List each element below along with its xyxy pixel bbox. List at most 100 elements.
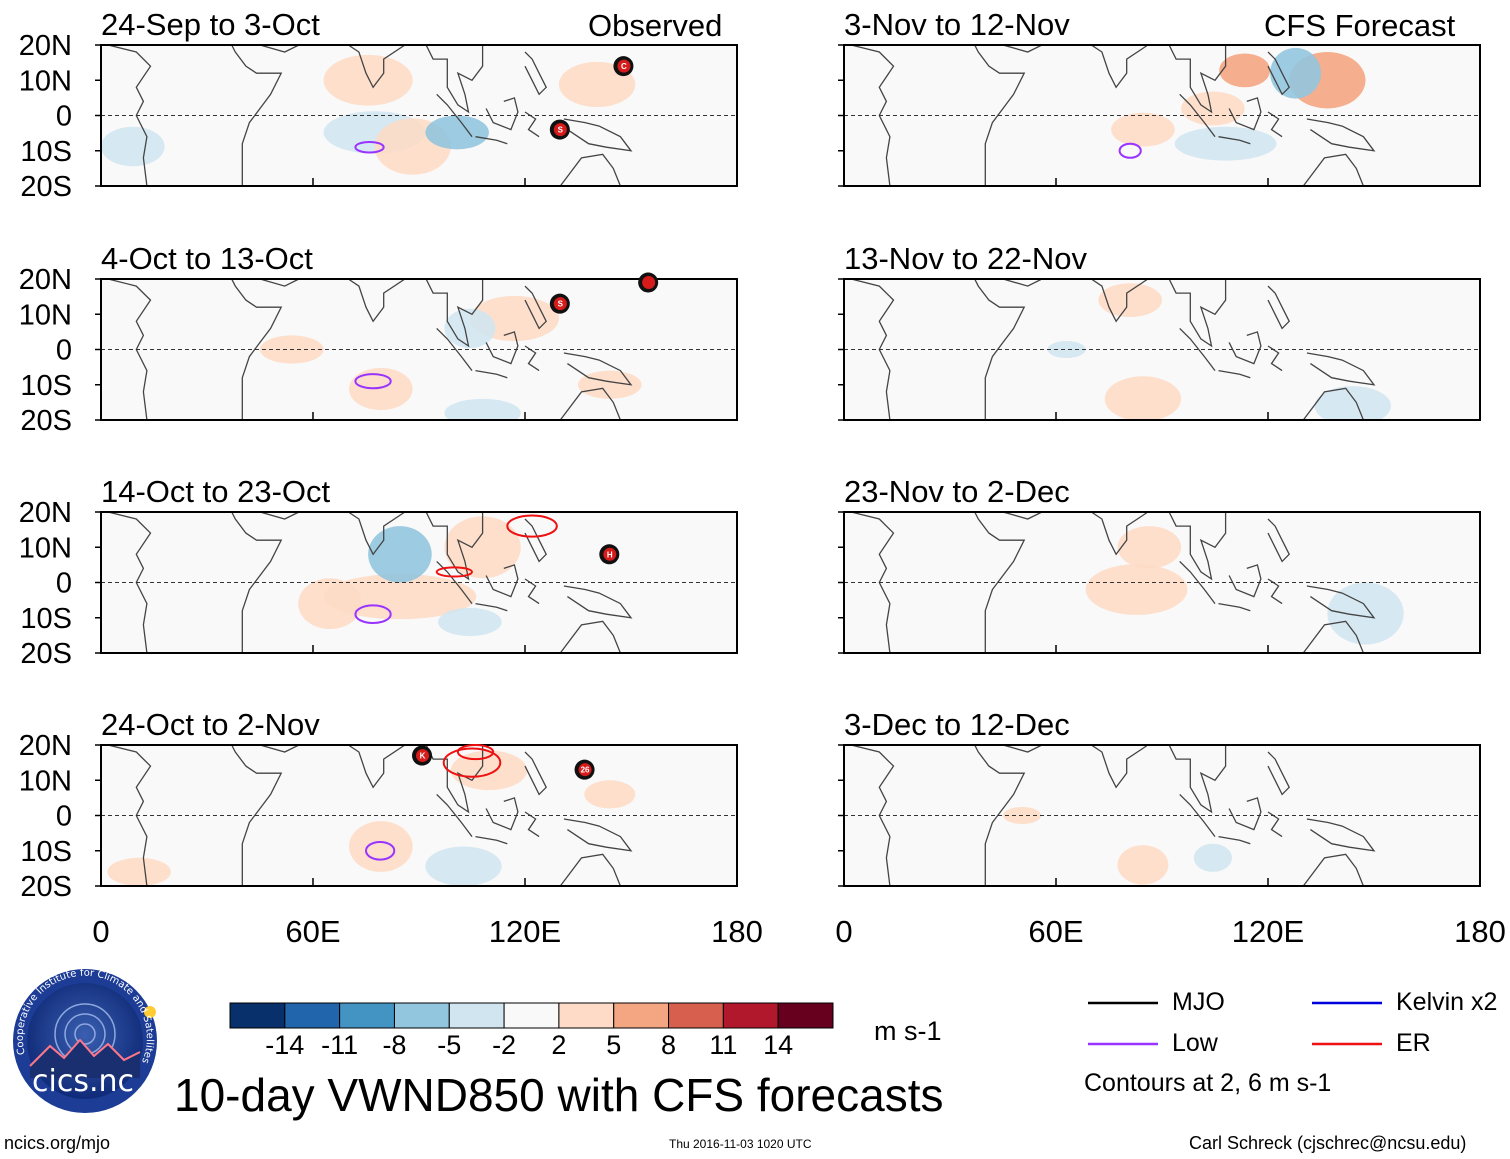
coastline [485,97,519,131]
anomaly-blob [450,750,528,791]
coastline [563,118,633,152]
low-contour [354,604,392,625]
y-tick-label: 10N [19,532,72,564]
coastline [475,835,508,845]
storm-marker: H [599,544,620,565]
coastline [559,387,622,420]
storm-core [603,547,617,561]
coastline [563,585,633,619]
coastline [1302,620,1365,653]
cics-logo: Cooperative Institute for Climate and Sa… [12,968,158,1114]
y-tick-label: 10S [20,603,72,635]
anomaly-blob [1117,845,1169,885]
coastline [1267,51,1290,96]
anomaly-blob [1193,843,1232,872]
low-contour [354,140,385,154]
coastline [1228,564,1262,598]
observed-label: Observed [588,8,723,43]
coastline [1179,93,1216,138]
y-tick-label: 20N [19,730,72,762]
storm-marker: S [549,119,570,140]
coastline [231,512,283,653]
storm-label: S [558,126,564,135]
y-tick-label: 0 [56,801,72,833]
anomaly-blob [438,607,502,637]
y-tick-label: 20N [19,497,72,529]
contour-note: Contours at 2, 6 m s-1 [1084,1069,1332,1097]
colorbar-units: m s-1 [874,1016,942,1046]
low-contour [1118,142,1142,159]
coastlines [850,745,1376,886]
er-contour [456,744,495,761]
coastline [1228,797,1262,831]
coastline [259,279,300,287]
anomaly-blob [1117,526,1182,569]
colorbar-tick-label: 2 [551,1030,567,1060]
anomaly-field [260,295,642,420]
anomaly-field [1047,283,1391,420]
coastline [1267,285,1290,330]
y-tick-label: 20S [20,871,72,903]
panel-7 [838,511,1481,654]
x-tick-label: 0 [92,914,109,949]
colorbar-swatch [448,1002,505,1029]
panel-title: 13-Nov to 22-Nov [844,241,1087,276]
x-tick-label: 180 [1454,914,1506,949]
low-contour [354,373,392,390]
colorbar-swatch [558,1002,615,1029]
coastline [850,279,895,420]
low-contour [365,840,396,861]
anomaly-blob [349,821,413,872]
coastline [559,853,622,886]
anomaly-blob [1174,126,1277,161]
coastlines [850,512,1376,653]
coastline [1077,45,1149,89]
panel-title: 4-Oct to 13-Oct [101,241,313,276]
coastline [485,331,519,365]
anomaly-blob [1327,582,1404,645]
er-contour [506,514,558,538]
coastline [1168,745,1227,814]
footer-timestamp: Thu 2016-11-03 1020 UTC [669,1137,812,1151]
coastline [436,560,473,604]
coastline [1302,853,1365,886]
x-tick-label: 0 [835,914,852,949]
legend-label: ER [1396,1029,1431,1057]
coastline [475,136,508,145]
footer-url: ncics.org/mjo [4,1133,111,1153]
coastline [1179,560,1216,604]
colorbar-swatch [503,1002,560,1029]
forecast-label: CFS Forecast [1264,8,1456,43]
coastline [485,797,519,831]
storm-core [553,123,567,137]
colorbar-tick-label: -5 [437,1030,462,1060]
panel-title: 24-Oct to 2-Nov [101,707,320,742]
coastline [334,512,406,556]
coastline [974,512,1026,653]
colorbar-swatch [613,1002,670,1029]
coastline [524,751,547,796]
coastline [1002,45,1043,53]
colorbar-swatch [284,1002,341,1029]
y-tick-label: 0 [56,568,72,600]
storm-core [416,749,430,763]
storm-marker [638,272,659,293]
coastline [524,518,547,563]
colorbar-swatch [777,1002,834,1029]
coastline [334,279,406,323]
y-tick-label: 10N [19,65,72,97]
coastline [1267,751,1290,796]
coastline [974,745,1026,886]
er-contour [442,747,502,778]
coastlines [850,45,1376,186]
storm-label: 26 [581,766,590,775]
coastline [524,51,547,96]
coastline [231,279,283,420]
colorbar-tick-label: -8 [382,1030,407,1060]
anomaly-field [107,750,636,886]
colorbar-tick-label: 8 [661,1030,677,1060]
